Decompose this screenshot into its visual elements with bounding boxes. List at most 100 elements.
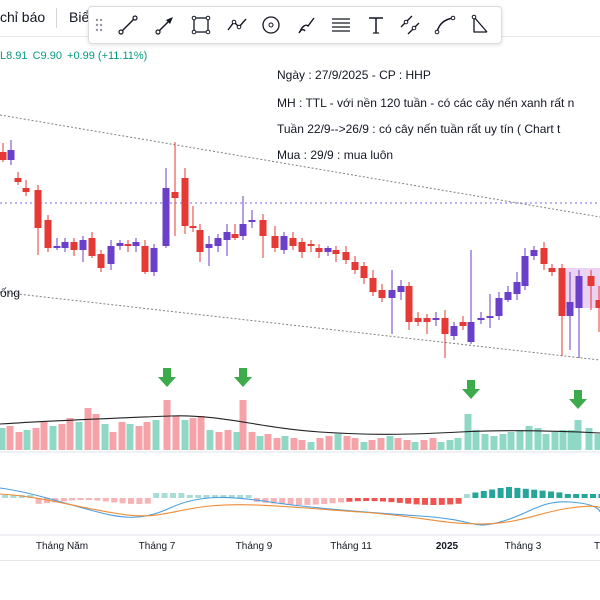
volume-bar bbox=[152, 420, 160, 450]
candle-body bbox=[432, 318, 440, 320]
macd-histogram-bar bbox=[321, 498, 328, 504]
time-label: T bbox=[593, 541, 600, 552]
circle-icon[interactable] bbox=[258, 12, 284, 38]
volume-bar bbox=[215, 432, 223, 450]
volume-bar bbox=[197, 416, 205, 450]
candle-body bbox=[141, 246, 149, 272]
macd-histogram-bar bbox=[279, 498, 286, 505]
volume-bar bbox=[307, 442, 315, 450]
volume-bar bbox=[273, 438, 281, 450]
volume-bar bbox=[437, 442, 445, 450]
macd-histogram-bar bbox=[203, 495, 210, 498]
macd-histogram-bar bbox=[447, 498, 454, 505]
macd-histogram-bar bbox=[144, 498, 151, 504]
candle-body bbox=[189, 226, 197, 228]
volume-bar bbox=[360, 442, 368, 450]
volume-bar bbox=[525, 426, 533, 450]
macd-histogram-bar bbox=[86, 498, 92, 501]
fib-levels-icon[interactable] bbox=[328, 12, 354, 38]
macd-histogram-bar bbox=[237, 495, 244, 498]
signal-arrow-icon bbox=[239, 368, 247, 377]
volume-bar bbox=[534, 428, 542, 450]
rectangle-icon[interactable] bbox=[188, 12, 214, 38]
candle-body bbox=[223, 232, 231, 240]
candle-body bbox=[124, 244, 132, 246]
volume-bar bbox=[49, 426, 57, 450]
drawing-toolbar bbox=[88, 6, 502, 44]
candle-body bbox=[70, 242, 78, 250]
volume-bar bbox=[92, 414, 100, 450]
volume-bar bbox=[233, 432, 241, 450]
tab-indicators[interactable]: chỉ báo bbox=[0, 9, 46, 25]
candle-body bbox=[34, 190, 42, 228]
macd-histogram-bar bbox=[35, 498, 42, 504]
signal-arrow-icon bbox=[574, 390, 582, 399]
volume-bar bbox=[66, 418, 74, 450]
macd-histogram-bar bbox=[422, 498, 428, 505]
macd-histogram-bar bbox=[178, 493, 185, 498]
volume-bar bbox=[446, 440, 454, 450]
bottom-bar bbox=[0, 560, 600, 600]
macd-histogram-bar bbox=[556, 492, 563, 498]
tab-chart[interactable]: Biể bbox=[69, 9, 90, 25]
candle-body bbox=[196, 230, 204, 252]
candle-body bbox=[504, 292, 512, 300]
volume-bar bbox=[507, 432, 515, 450]
candle-body bbox=[79, 240, 87, 250]
candle-body bbox=[351, 262, 359, 270]
signal-line bbox=[0, 493, 600, 525]
candle-body bbox=[44, 220, 52, 248]
volume-bar bbox=[454, 438, 462, 450]
macd-histogram-bar bbox=[354, 498, 361, 502]
candle-body bbox=[298, 242, 306, 252]
candle-body bbox=[332, 250, 340, 254]
macd-histogram-bar bbox=[489, 489, 496, 498]
candle-body bbox=[397, 286, 405, 292]
macd-histogram-bar bbox=[396, 498, 403, 503]
candle-body bbox=[548, 268, 556, 272]
macd-histogram-bar bbox=[128, 498, 134, 504]
macd-histogram-bar bbox=[514, 487, 521, 498]
macd-histogram-bar bbox=[153, 493, 160, 498]
volume-bar bbox=[109, 432, 117, 450]
volume-bar bbox=[206, 430, 214, 450]
volume-bar bbox=[143, 422, 151, 450]
candle-body bbox=[495, 298, 503, 316]
volume-bar bbox=[256, 436, 264, 450]
text-icon[interactable] bbox=[363, 12, 389, 38]
curve-icon[interactable] bbox=[432, 12, 458, 38]
note-pattern: MH : TTL - với nền 120 tuần - có các cây… bbox=[277, 96, 575, 110]
macd-histogram-bar bbox=[60, 498, 67, 502]
arrow-line-icon[interactable] bbox=[152, 12, 178, 38]
angle-icon[interactable] bbox=[466, 12, 492, 38]
macd-histogram-bar bbox=[170, 493, 176, 498]
time-label: Tháng 7 bbox=[138, 541, 176, 552]
macd-histogram-bar bbox=[363, 498, 370, 502]
volume-bar bbox=[351, 438, 359, 450]
candle-body bbox=[414, 318, 422, 322]
candle-body bbox=[450, 326, 458, 336]
path-icon[interactable] bbox=[224, 12, 250, 38]
volume-bar bbox=[542, 434, 550, 450]
candle-body bbox=[181, 178, 189, 226]
volume-bar bbox=[368, 440, 376, 450]
volume-bar bbox=[574, 420, 582, 450]
macd-histogram-bar bbox=[548, 491, 554, 498]
macd-histogram-bar bbox=[212, 495, 218, 498]
macd-histogram-bar bbox=[304, 498, 311, 505]
signal-arrow-icon bbox=[462, 389, 480, 399]
note-week: Tuần 22/9-->26/9 : có cây nến tuần rất u… bbox=[277, 122, 561, 136]
volume-bar bbox=[75, 422, 83, 450]
macd-histogram-bar bbox=[346, 498, 353, 502]
volume-bar bbox=[394, 438, 402, 450]
volume-bar bbox=[343, 436, 351, 450]
grip-icon[interactable] bbox=[95, 17, 103, 33]
macd-histogram-bar bbox=[598, 494, 600, 498]
candle-body bbox=[587, 276, 595, 286]
trend-line-icon[interactable] bbox=[115, 12, 141, 38]
note-buy: Mua : 29/9 : mua luôn bbox=[277, 148, 394, 162]
brush-icon[interactable] bbox=[294, 12, 320, 38]
parallel-channel-icon[interactable] bbox=[397, 12, 423, 38]
